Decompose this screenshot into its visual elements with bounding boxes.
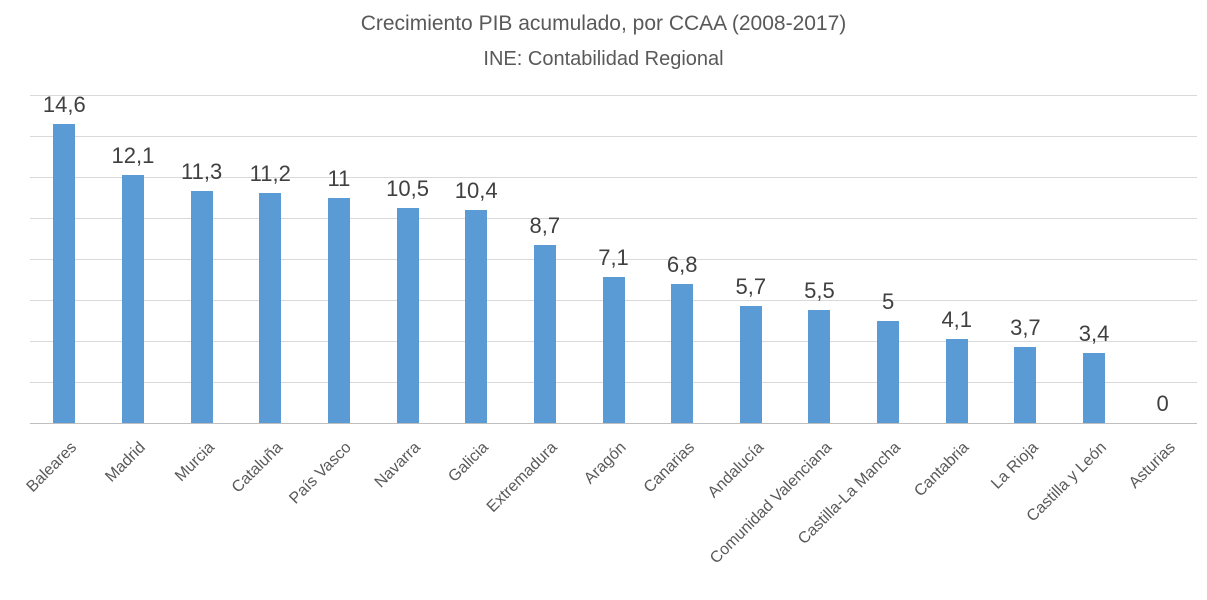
category-label: Cataluña	[228, 439, 287, 497]
value-label: 10,5	[386, 175, 429, 201]
value-label: 10,4	[454, 177, 498, 203]
bar	[1014, 347, 1037, 423]
bar	[465, 209, 488, 423]
value-label: 5,7	[735, 274, 767, 300]
category-label: Madrid	[102, 439, 150, 486]
category-label: Baleares	[23, 439, 81, 496]
bar	[396, 207, 419, 423]
category-label: País Vasco	[286, 439, 355, 508]
bar	[671, 283, 694, 423]
bar	[808, 310, 831, 423]
bar	[533, 244, 556, 423]
value-label: 8,7	[529, 212, 561, 238]
gridline	[30, 217, 1197, 219]
value-label: 5,5	[804, 278, 835, 304]
chart-subtitle: INE: Contabilidad Regional	[483, 48, 724, 70]
bar	[602, 277, 625, 423]
bar	[877, 320, 900, 423]
gridline	[30, 258, 1197, 260]
value-label: 11,2	[249, 161, 291, 187]
value-label: 12,1	[111, 142, 155, 168]
category-label: Asturias	[1125, 439, 1179, 492]
category-label: Canarias	[640, 439, 699, 497]
gridline	[30, 176, 1197, 178]
bar	[190, 191, 213, 423]
category-label: Navarra	[371, 439, 424, 492]
value-label: 11,3	[181, 159, 223, 185]
category-label: La Rioja	[987, 439, 1042, 493]
category-label: Galicia	[445, 439, 493, 486]
value-label: 14,6	[42, 91, 86, 117]
category-label: Comunidad Valenciana	[707, 439, 836, 568]
value-label: 5	[881, 288, 895, 314]
chart-title: Crecimiento PIB acumulado, por CCAA (200…	[360, 12, 847, 35]
value-label: 7,1	[598, 245, 629, 271]
bar	[53, 123, 76, 423]
bar	[1083, 353, 1106, 423]
category-label: Murcia	[171, 439, 218, 485]
category-label: Cantabria	[911, 439, 973, 501]
gridline	[30, 135, 1197, 137]
bar	[259, 193, 282, 423]
bar	[945, 338, 968, 423]
category-label: Extremadura	[484, 439, 561, 516]
value-label: 6,8	[666, 251, 698, 277]
category-label: Andalucía	[704, 439, 767, 502]
value-label: 4,1	[941, 306, 973, 332]
category-label: Aragón	[581, 439, 630, 488]
bar	[739, 306, 762, 423]
bar	[121, 174, 144, 423]
gridline	[30, 94, 1197, 96]
value-label: 0	[1156, 391, 1169, 416]
value-label: 3,7	[1010, 315, 1041, 341]
value-label: 3,4	[1078, 321, 1110, 347]
plot-area: 14,6 Baleares 12,1 Madrid 11,3 Murcia 11,2 Cata…	[24, 93, 1197, 567]
value-label: 11	[327, 165, 351, 191]
bar	[327, 197, 350, 423]
